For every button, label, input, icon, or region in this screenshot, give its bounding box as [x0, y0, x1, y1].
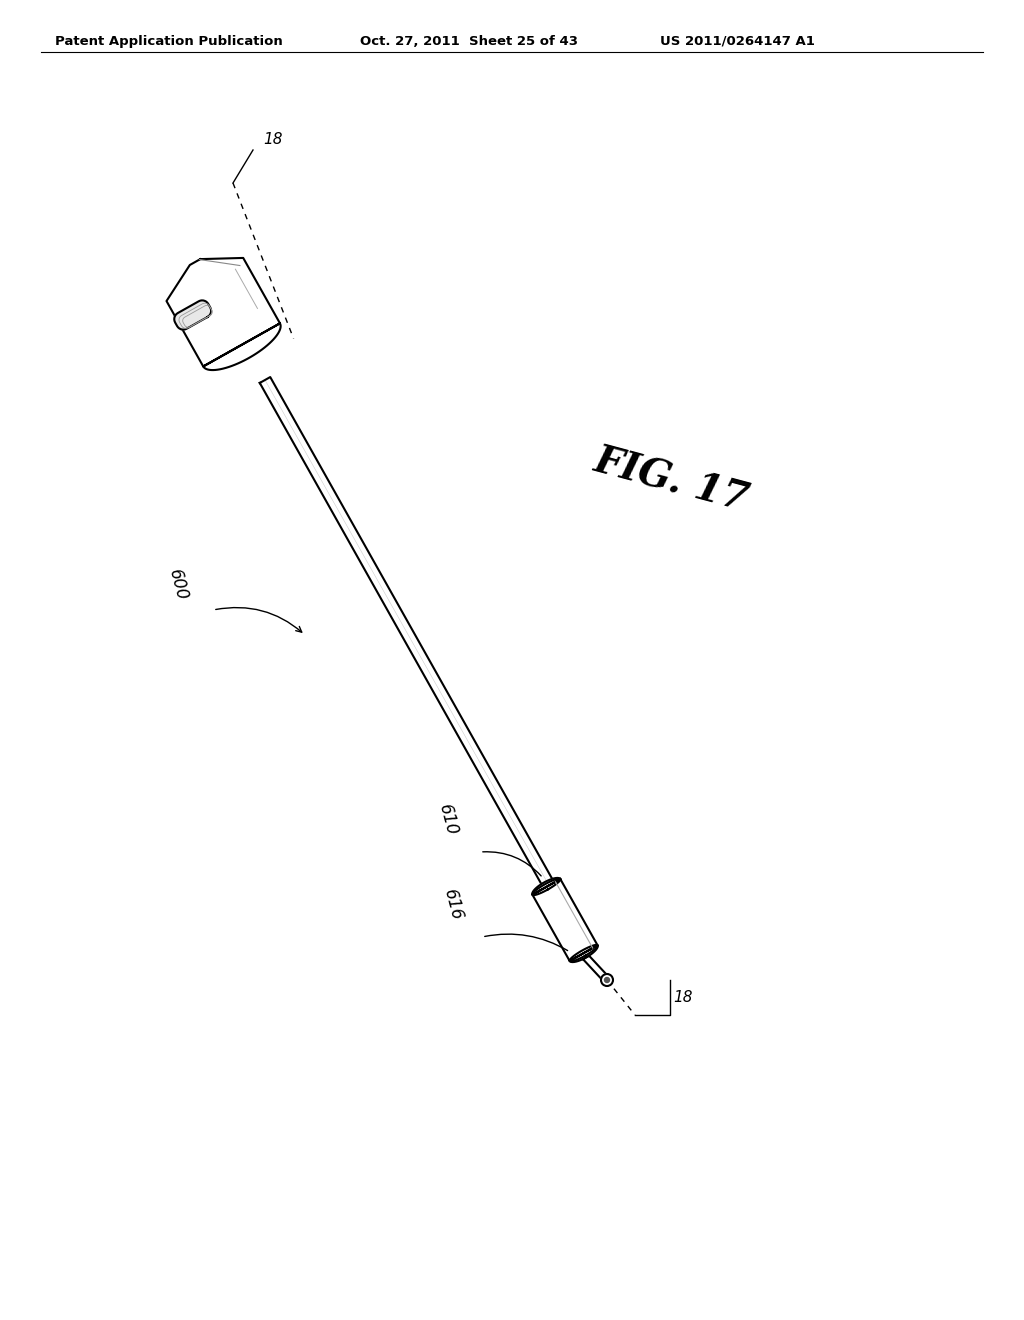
Circle shape: [601, 974, 613, 986]
Text: 18: 18: [673, 990, 692, 1006]
Text: 18: 18: [263, 132, 283, 148]
FancyArrowPatch shape: [482, 851, 541, 876]
Polygon shape: [174, 301, 211, 330]
Text: 600: 600: [165, 568, 190, 603]
Text: Patent Application Publication: Patent Application Publication: [55, 36, 283, 48]
Polygon shape: [583, 956, 610, 982]
FancyArrowPatch shape: [484, 935, 567, 950]
Text: FIG. 17: FIG. 17: [590, 441, 753, 519]
Polygon shape: [260, 378, 565, 908]
Circle shape: [604, 978, 609, 982]
Text: 610: 610: [435, 803, 461, 838]
Text: Oct. 27, 2011  Sheet 25 of 43: Oct. 27, 2011 Sheet 25 of 43: [360, 36, 578, 48]
Polygon shape: [532, 878, 598, 962]
Polygon shape: [167, 257, 281, 370]
Text: US 2011/0264147 A1: US 2011/0264147 A1: [660, 36, 815, 48]
Text: 616: 616: [440, 887, 466, 923]
FancyArrowPatch shape: [216, 607, 302, 632]
